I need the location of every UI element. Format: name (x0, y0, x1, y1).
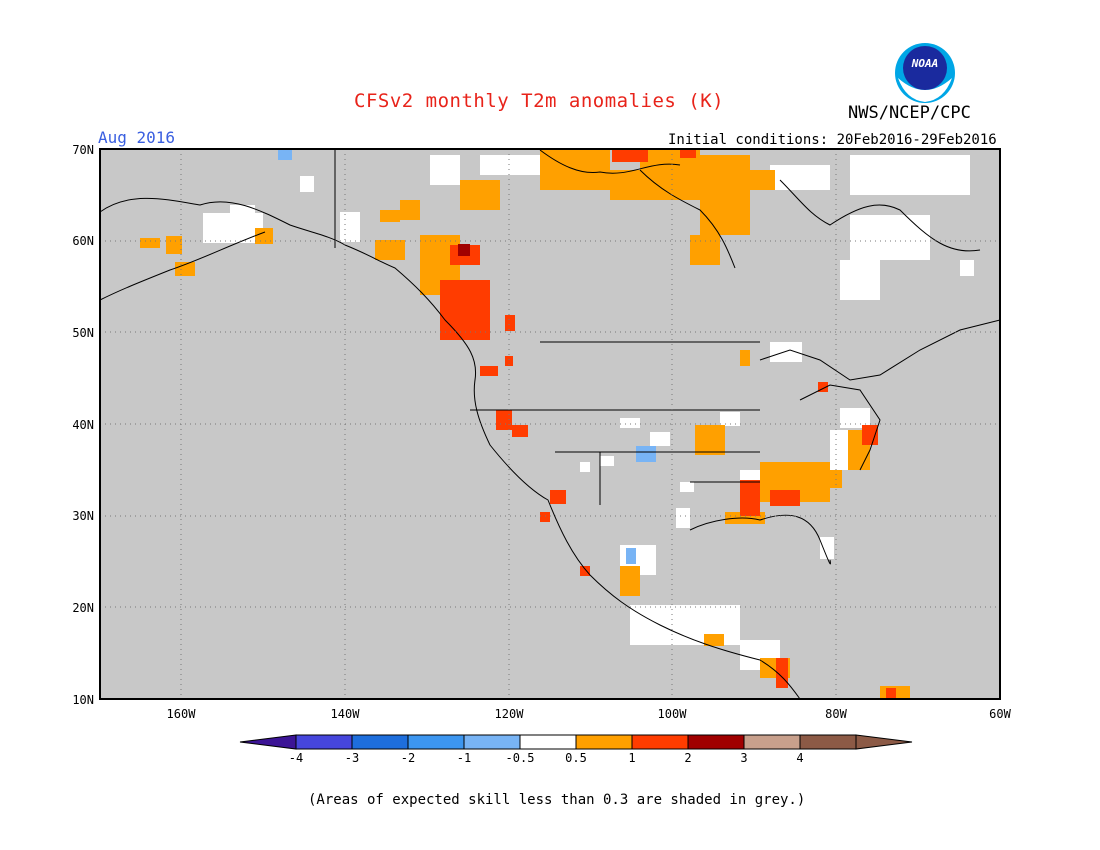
colorbar-arrow-max (855, 734, 913, 750)
footnote: (Areas of expected skill less than 0.3 a… (308, 792, 806, 808)
colorbar-segment (351, 734, 409, 750)
logo-text: NOAA (911, 57, 939, 70)
colorbar-segment (687, 734, 745, 750)
colorbar-label: -2 (401, 751, 415, 765)
colorbar: -4 -3 -2 -1 -0.5 0.5 1 2 3 4 (239, 734, 913, 765)
lon-label: 60W (989, 707, 1011, 721)
colorbar-label: 0.5 (565, 751, 587, 765)
lon-label: 160W (167, 707, 197, 721)
colorbar-label: -3 (345, 751, 359, 765)
lat-label: 30N (72, 509, 94, 523)
lat-label: 60N (72, 234, 94, 248)
colorbar-segment (407, 734, 465, 750)
anomaly-0.5-1 (140, 150, 910, 698)
lon-label: 100W (658, 707, 688, 721)
colorbar-segment (463, 734, 521, 750)
lat-axis: 70N 60N 50N 40N 30N 20N 10N (72, 143, 94, 707)
graticule (100, 149, 1000, 699)
org-label: NWS/NCEP/CPC (848, 103, 971, 123)
anomaly-1-2 (440, 150, 896, 698)
colorbar-label: -1 (457, 751, 471, 765)
lon-label: 120W (495, 707, 525, 721)
colorbar-segment (631, 734, 689, 750)
lon-label: 140W (331, 707, 361, 721)
colorbar-segment (519, 734, 577, 750)
coastlines (99, 149, 1001, 700)
colorbar-label: 2 (684, 751, 691, 765)
forecast-month: Aug 2016 (98, 128, 176, 147)
colorbar-label: -4 (289, 751, 303, 765)
colorbar-segment (295, 734, 353, 750)
colorbar-label: -0.5 (506, 751, 535, 765)
map-frame (99, 148, 1001, 700)
map-title: CFSv2 monthly T2m anomalies (K) (354, 90, 725, 112)
lon-axis: 160W 140W 120W 100W 80W 60W (167, 707, 1012, 721)
neutral-regions (203, 155, 974, 670)
noaa-logo: NOAA (895, 43, 955, 103)
colorbar-segment (743, 734, 801, 750)
lat-label: 10N (72, 693, 94, 707)
initial-conditions: Initial conditions: 20Feb2016-29Feb2016 (668, 132, 997, 148)
colorbar-label: 1 (628, 751, 635, 765)
anomaly-neg-1-0.5 (278, 150, 656, 564)
colorbar-label: 4 (796, 751, 803, 765)
lon-label: 80W (825, 707, 847, 721)
colorbar-label: 3 (740, 751, 747, 765)
lat-label: 50N (72, 326, 94, 340)
lat-label: 40N (72, 418, 94, 432)
lat-label: 20N (72, 601, 94, 615)
colorbar-arrow-min (239, 734, 297, 750)
lat-label: 70N (72, 143, 94, 157)
colorbar-segment (799, 734, 857, 750)
colorbar-segment (575, 734, 633, 750)
anomaly-2-3 (458, 244, 470, 256)
